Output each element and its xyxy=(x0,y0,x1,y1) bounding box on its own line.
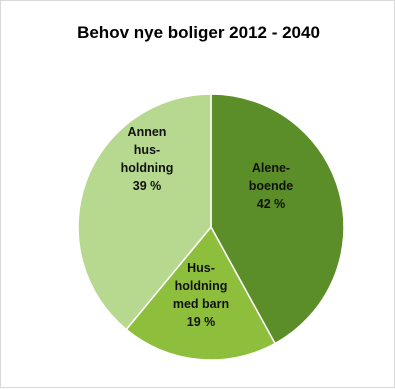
slice-label-2: Annen hus-holdning 39 % xyxy=(121,125,174,193)
slice-label-line: Alene- xyxy=(252,161,290,175)
slice-label-line: Hus- xyxy=(187,261,215,275)
pie-slice-2 xyxy=(77,93,212,331)
slice-label-1: Hus-holdning med barn 19 % xyxy=(173,261,229,329)
slice-label-line: Annen xyxy=(128,125,167,139)
slice-label-line: hus- xyxy=(134,143,160,157)
chart-title: Behov nye boliger 2012 - 2040 xyxy=(77,23,320,42)
slice-label-line: 42 % xyxy=(257,197,286,211)
slice-label-line: 39 % xyxy=(133,179,162,193)
slice-label-line: boende xyxy=(249,179,293,193)
slice-label-0: Alene-boende 42 % xyxy=(249,161,293,211)
pie-slice-0 xyxy=(210,93,345,345)
pie-slice-1 xyxy=(125,225,277,361)
slice-label-line: 19 % xyxy=(187,315,216,329)
slice-label-line: holdning xyxy=(175,279,228,293)
slice-label-line: med barn xyxy=(173,297,229,311)
slice-label-line: holdning xyxy=(121,161,174,175)
